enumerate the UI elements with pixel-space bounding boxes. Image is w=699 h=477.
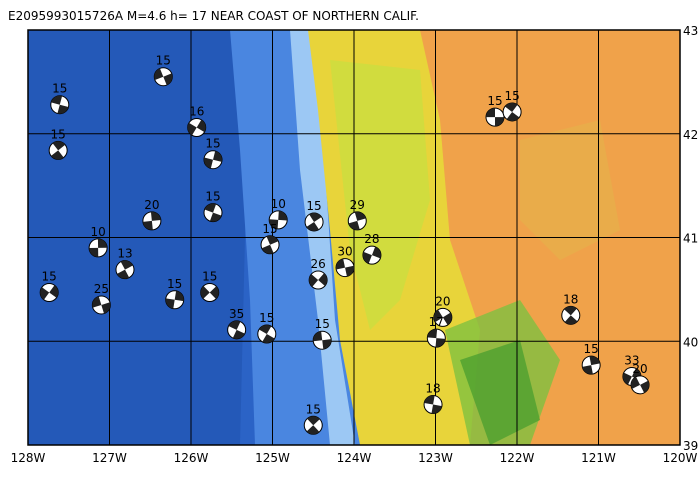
depth-label: 15 bbox=[306, 199, 321, 213]
compression-quadrant bbox=[154, 68, 173, 86]
compression-quadrant bbox=[204, 203, 222, 222]
compression-quadrant bbox=[631, 376, 650, 393]
compression-quadrant bbox=[89, 238, 108, 257]
depth-label: 20 bbox=[435, 294, 450, 308]
compression-quadrant bbox=[269, 210, 288, 229]
compression-quadrant bbox=[427, 329, 446, 348]
depth-label: 13 bbox=[117, 247, 132, 261]
compression-quadrant bbox=[117, 260, 133, 279]
depth-label: 35 bbox=[229, 307, 244, 321]
lat-label: 41N bbox=[683, 232, 699, 246]
depth-label: 15 bbox=[202, 269, 217, 283]
depth-label: 15 bbox=[205, 137, 220, 151]
lon-label: 122W bbox=[500, 451, 535, 465]
depth-label: 30 bbox=[337, 245, 352, 259]
compression-quadrant bbox=[582, 356, 600, 375]
depth-label: 16 bbox=[189, 105, 204, 119]
depth-label: 15 bbox=[584, 342, 599, 356]
lon-label: 124W bbox=[337, 451, 372, 465]
compression-quadrant bbox=[622, 368, 641, 385]
compression-quadrant bbox=[187, 119, 206, 136]
lat-label: 42N bbox=[683, 128, 699, 142]
lon-label: 121W bbox=[581, 451, 616, 465]
lon-label: 125W bbox=[255, 451, 290, 465]
lon-label: 127W bbox=[92, 451, 127, 465]
depth-label: 15 bbox=[315, 317, 330, 331]
compression-quadrant bbox=[564, 306, 578, 325]
compression-quadrant bbox=[228, 320, 245, 339]
depth-label: 18 bbox=[425, 382, 440, 396]
compression-quadrant bbox=[51, 95, 69, 114]
compression-quadrant bbox=[433, 309, 452, 326]
lon-label: 123W bbox=[418, 451, 453, 465]
compression-quadrant bbox=[204, 150, 223, 169]
compression-quadrant bbox=[313, 331, 332, 350]
compression-quadrant bbox=[336, 258, 355, 277]
depth-label: 33 bbox=[624, 354, 639, 368]
compression-quadrant bbox=[51, 141, 66, 160]
depth-label: 15 bbox=[51, 127, 66, 141]
map-title: E2095993015726A M=4.6 h= 17 NEAR COAST O… bbox=[8, 9, 419, 23]
depth-label: 20 bbox=[144, 198, 159, 212]
lat-label: 39N bbox=[683, 439, 699, 453]
compression-quadrant bbox=[348, 211, 366, 230]
compression-quadrant bbox=[504, 102, 520, 121]
compression-quadrant bbox=[261, 235, 279, 254]
depth-label: 15 bbox=[156, 54, 171, 68]
compression-quadrant bbox=[40, 285, 59, 300]
depth-label: 10 bbox=[271, 197, 286, 211]
compression-quadrant bbox=[309, 273, 328, 287]
lon-label: 126W bbox=[174, 451, 209, 465]
depth-label: 15 bbox=[167, 277, 182, 291]
lon-label: 128W bbox=[11, 451, 46, 465]
depth-label: 20 bbox=[632, 362, 647, 376]
compression-quadrant bbox=[142, 211, 161, 230]
depth-label: 28 bbox=[364, 232, 379, 246]
compression-quadrant bbox=[306, 416, 320, 435]
depth-label: 15 bbox=[504, 89, 519, 103]
depth-label: 15 bbox=[42, 269, 57, 283]
compression-quadrant bbox=[259, 324, 275, 343]
compression-quadrant bbox=[306, 212, 322, 231]
lat-label: 40N bbox=[683, 335, 699, 349]
compression-quadrant bbox=[165, 290, 184, 309]
depth-label: 26 bbox=[310, 257, 325, 271]
compression-quadrant bbox=[362, 246, 381, 264]
depth-label: 15 bbox=[262, 222, 277, 236]
depth-label: 15 bbox=[306, 402, 321, 416]
compression-quadrant bbox=[485, 108, 504, 127]
depth-label: 18 bbox=[563, 292, 578, 306]
depth-label: 15 bbox=[487, 94, 502, 108]
depth-label: 17 bbox=[429, 315, 444, 329]
compression-quadrant bbox=[92, 296, 111, 314]
lat-label: 43N bbox=[683, 24, 699, 38]
depth-label: 25 bbox=[94, 282, 109, 296]
depth-label: 15 bbox=[52, 82, 67, 96]
compression-quadrant bbox=[424, 395, 442, 414]
depth-label: 29 bbox=[350, 198, 365, 212]
depth-label: 15 bbox=[205, 190, 220, 204]
depth-label: 15 bbox=[259, 311, 274, 325]
depth-label: 10 bbox=[90, 225, 105, 239]
compression-quadrant bbox=[200, 286, 219, 299]
lon-label: 120W bbox=[663, 451, 698, 465]
